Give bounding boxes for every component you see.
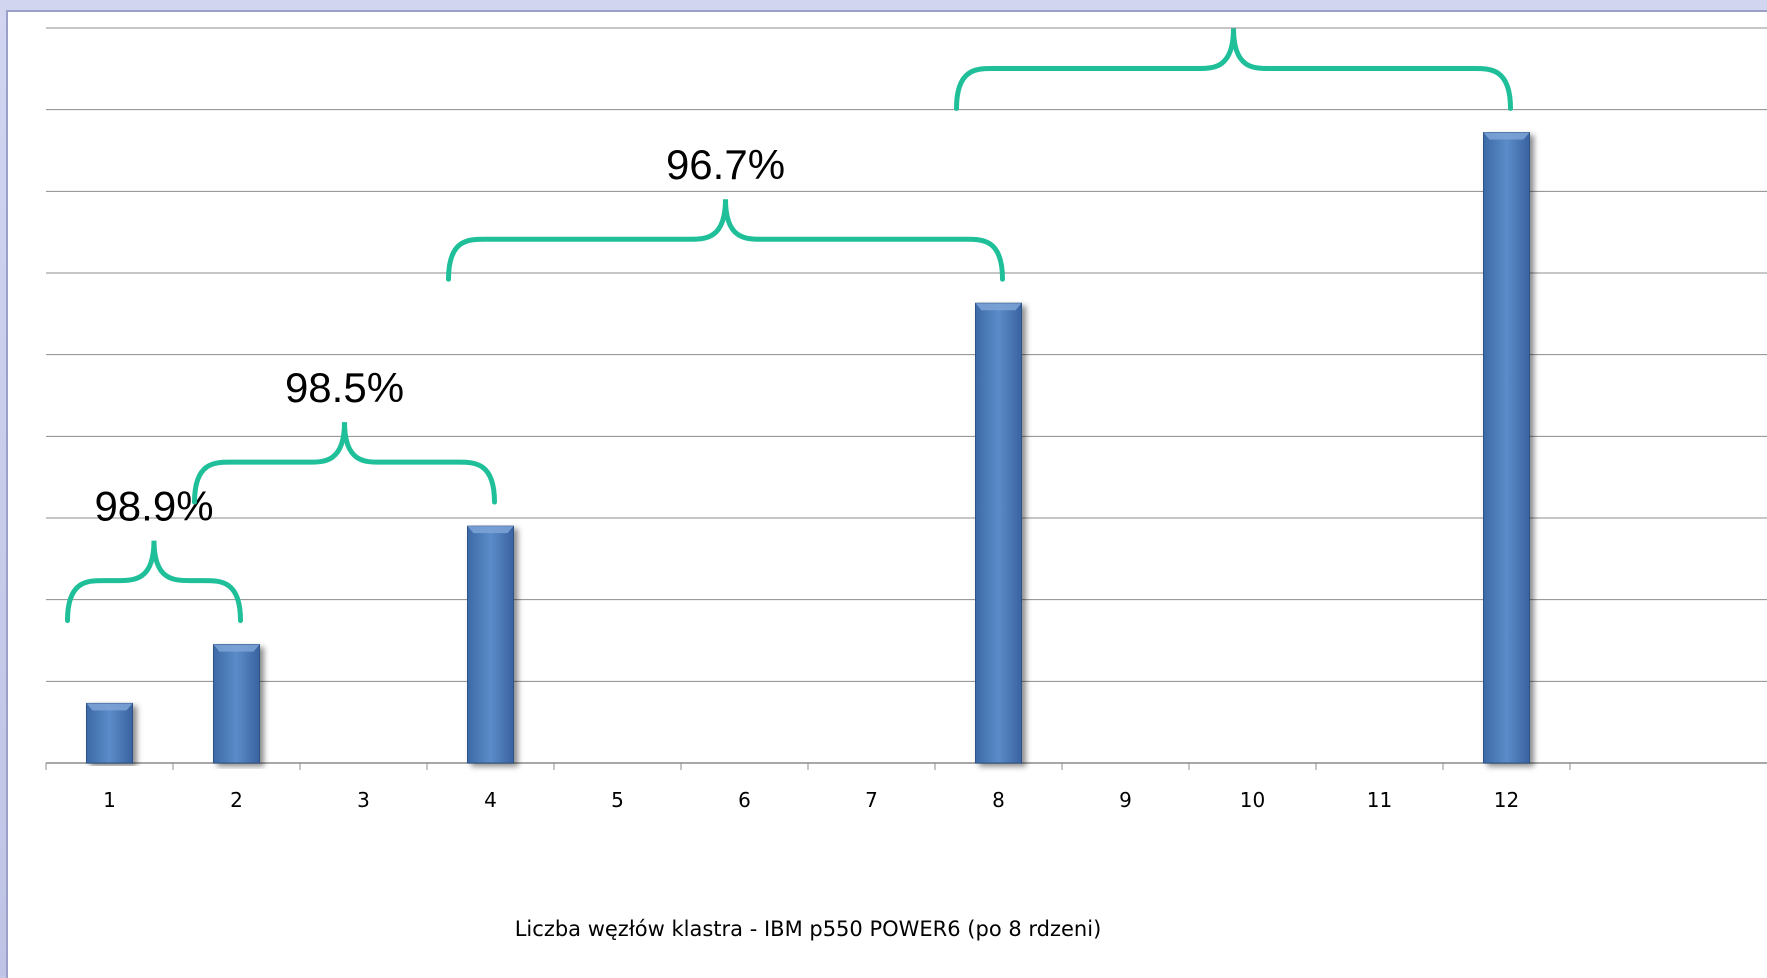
- bar-group: [86, 702, 133, 764]
- bar-group: [467, 525, 514, 764]
- plot-area: 1 2 3 4 5 6 7 8 9 10 11 12 98.9% 98.5% 96.7% Liczba w…: [6, 10, 1767, 978]
- brace-annotation: [65, 540, 243, 624]
- bar: [213, 644, 260, 764]
- x-tick-label: 10: [1240, 788, 1265, 812]
- x-tick-label: 3: [357, 788, 370, 812]
- x-axis-title: Liczba węzłów klastra - IBM p550 POWER6 …: [515, 917, 1102, 941]
- bar-chart: 1 2 3 4 5 6 7 8 9 10 11 12 98.9%98.5%96.7% Liczba w…: [45, 27, 1767, 941]
- bar-bevel: [213, 644, 260, 652]
- x-tick-label: 8: [992, 788, 1005, 812]
- bar-group: [975, 302, 1022, 764]
- bar-bevel: [467, 526, 514, 534]
- brace-annotation: [192, 422, 497, 505]
- brace-annotation: [954, 28, 1513, 112]
- x-tick-label: 12: [1494, 788, 1519, 812]
- annotation-label: 98.5%: [285, 364, 404, 411]
- x-tick-label: 9: [1119, 788, 1132, 812]
- gridlines: [46, 27, 1767, 682]
- annotations: 98.9%98.5%96.7%: [65, 28, 1513, 624]
- bar: [975, 302, 1022, 764]
- x-tick-label: 6: [738, 788, 751, 812]
- x-axis: 1 2 3 4 5 6 7 8 9 10 11 12: [45, 762, 1767, 812]
- x-tick-label: 1: [103, 788, 116, 812]
- bar-group: [1483, 132, 1530, 764]
- bar-group: [213, 644, 260, 764]
- annotation-label: 96.7%: [666, 141, 785, 188]
- bar-bevel: [1483, 132, 1530, 140]
- bar-bevel: [86, 703, 133, 711]
- bar: [1483, 132, 1530, 764]
- x-tick-label: 2: [230, 788, 243, 812]
- x-tick-label: 11: [1367, 788, 1392, 812]
- bar: [467, 525, 514, 764]
- x-tick-label: 7: [865, 788, 878, 812]
- x-tick-label: 4: [484, 788, 497, 812]
- brace-annotation: [446, 199, 1005, 282]
- bar-bevel: [975, 303, 1022, 311]
- bar: [86, 702, 133, 764]
- x-tick-label: 5: [611, 788, 624, 812]
- bars: [86, 132, 1530, 764]
